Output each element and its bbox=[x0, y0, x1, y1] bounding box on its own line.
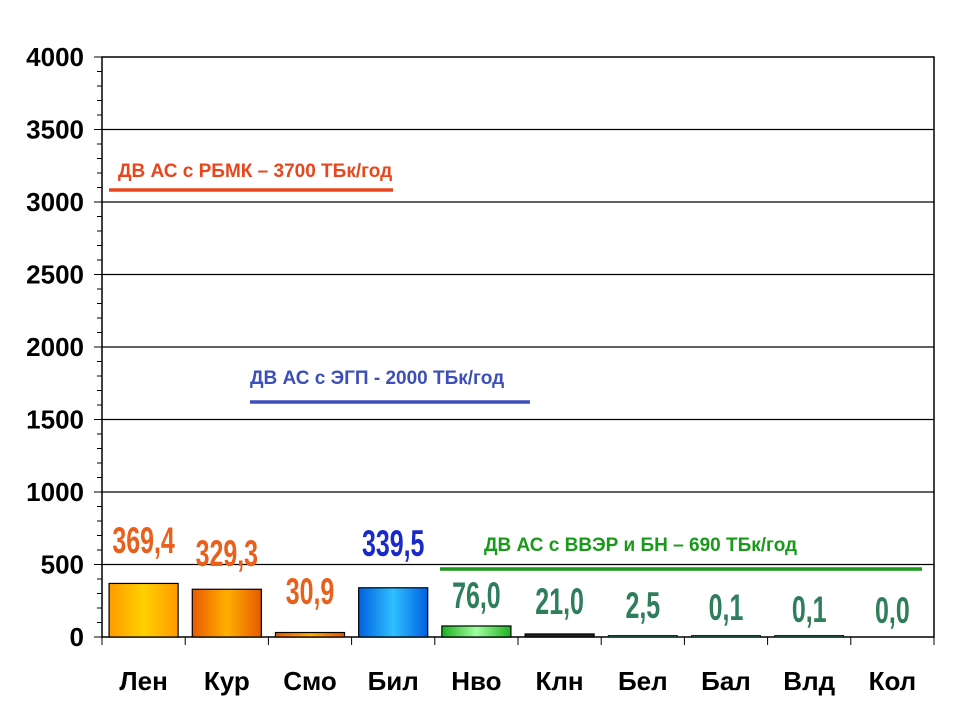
data-label: 369,4 bbox=[112, 520, 175, 561]
bar-Бел bbox=[607, 635, 678, 638]
x-tick-label: Лен bbox=[119, 666, 167, 696]
x-tick-label: Бил bbox=[368, 666, 419, 696]
x-tick-label: Бал bbox=[701, 666, 751, 696]
x-tick-label: Клн bbox=[536, 666, 584, 696]
reference-line-label: ДВ АС с ЭГП - 2000 ТБк/год bbox=[250, 368, 504, 389]
data-label: 329,3 bbox=[196, 533, 258, 574]
x-tick-label: Бел bbox=[618, 666, 668, 696]
bar-Бил bbox=[358, 587, 429, 638]
reference-line-label: ДВ АС с ВВЭР и БН – 690 ТБк/год bbox=[484, 535, 797, 556]
x-tick-label: Кур bbox=[204, 666, 250, 696]
bar-Нво bbox=[441, 625, 512, 638]
bar-Влд bbox=[774, 635, 845, 638]
data-label: 0,1 bbox=[709, 587, 744, 628]
bar-Бал bbox=[691, 635, 761, 638]
axes: 0 500 1000 1500 2000 2500 3000 3500 4000 Лен Кур См… bbox=[26, 42, 935, 696]
data-label: 76,0 bbox=[452, 575, 501, 616]
gridlines bbox=[102, 128, 934, 566]
bar-Смо bbox=[274, 631, 346, 638]
data-label: 339,5 bbox=[362, 523, 424, 564]
y-tick-label: 3500 bbox=[26, 115, 84, 145]
y-tick-label: 3000 bbox=[26, 187, 84, 217]
y-tick-label: 0 bbox=[70, 622, 84, 652]
x-tick-label: Кол bbox=[869, 666, 917, 696]
bar-Лен bbox=[108, 582, 179, 638]
reference-line-label: ДВ АС с РБМК – 3700 ТБк/год bbox=[118, 161, 392, 182]
y-tick-label: 2500 bbox=[26, 260, 84, 290]
bar-Кур bbox=[191, 588, 262, 638]
y-tick-label: 4000 bbox=[26, 42, 84, 72]
reference-lines: ДВ АС с РБМК – 3700 ТБк/год ДВ АС с ЭГП -… bbox=[109, 161, 922, 571]
data-label: 0,0 bbox=[875, 590, 910, 631]
y-tick-label: 1500 bbox=[26, 405, 84, 435]
bars bbox=[108, 582, 845, 638]
x-tick-label: Смо bbox=[283, 666, 337, 696]
y-tick-label: 1000 bbox=[26, 477, 84, 507]
data-label: 30,9 bbox=[286, 571, 335, 612]
y-tick-label: 2000 bbox=[26, 332, 84, 362]
data-label: 2,5 bbox=[625, 585, 660, 626]
x-tick-label: Влд bbox=[783, 666, 835, 696]
y-tick-label: 500 bbox=[41, 550, 84, 580]
data-label: 21,0 bbox=[535, 581, 584, 622]
data-labels: 369,4 329,3 30,9 339,5 76,0 21,0 2,5 0,1 0,1 0,0 bbox=[112, 520, 909, 631]
x-tick-label: Нво bbox=[451, 666, 501, 696]
bar-Клн bbox=[524, 633, 595, 638]
data-label: 0,1 bbox=[792, 589, 827, 630]
